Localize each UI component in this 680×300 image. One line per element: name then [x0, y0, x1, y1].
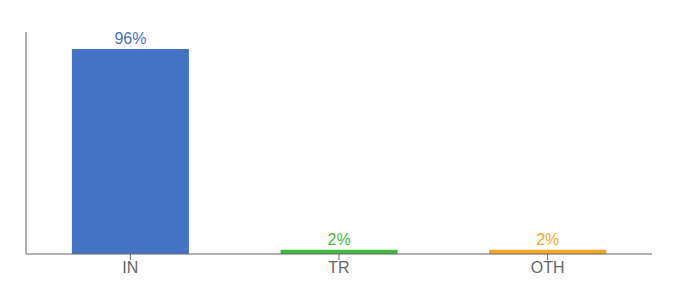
svg-text:OTH: OTH [531, 259, 565, 276]
svg-text:IN: IN [122, 259, 138, 276]
svg-text:2%: 2% [536, 231, 559, 248]
svg-text:96%: 96% [114, 30, 146, 47]
svg-text:2%: 2% [328, 231, 351, 248]
svg-text:TR: TR [328, 259, 349, 276]
